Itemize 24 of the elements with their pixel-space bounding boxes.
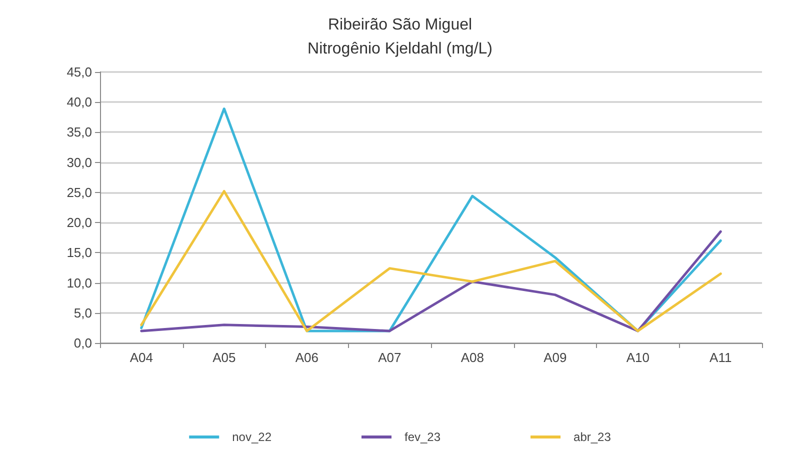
line-series xyxy=(140,190,722,332)
y-tick-label: 45,0 xyxy=(66,64,92,80)
y-tick-label: 35,0 xyxy=(66,124,92,140)
line-series xyxy=(140,230,722,332)
x-tick-label: A04 xyxy=(130,350,153,365)
x-tick-label: A06 xyxy=(295,350,318,365)
x-tick-label: A10 xyxy=(626,350,650,365)
y-tick-label: 0,0 xyxy=(74,336,92,350)
y-tick-label: 10,0 xyxy=(66,275,92,290)
y-tick-label: 20,0 xyxy=(66,215,92,230)
y-tick-label: 40,0 xyxy=(66,94,92,110)
x-tick-label: A11 xyxy=(710,350,732,365)
y-tick-label: 5,0 xyxy=(74,305,92,320)
y-tick-label: 30,0 xyxy=(66,154,92,170)
chart-title: Ribeirão São Miguel Nitrogênio Kjeldahl (mg/L) xyxy=(308,16,492,58)
x-tick-label: A07 xyxy=(378,350,402,365)
y-tick-label: 25,0 xyxy=(66,184,92,200)
y-tick-label: 15,0 xyxy=(66,245,92,260)
x-tick-label: A05 xyxy=(212,350,236,365)
legend-label: fev_23 xyxy=(404,430,441,444)
legend-label: nov_22 xyxy=(232,430,272,444)
x-tick-label: A09 xyxy=(544,350,567,365)
legend-label: abr_23 xyxy=(574,430,612,444)
x-tick-label: A08 xyxy=(460,350,484,365)
